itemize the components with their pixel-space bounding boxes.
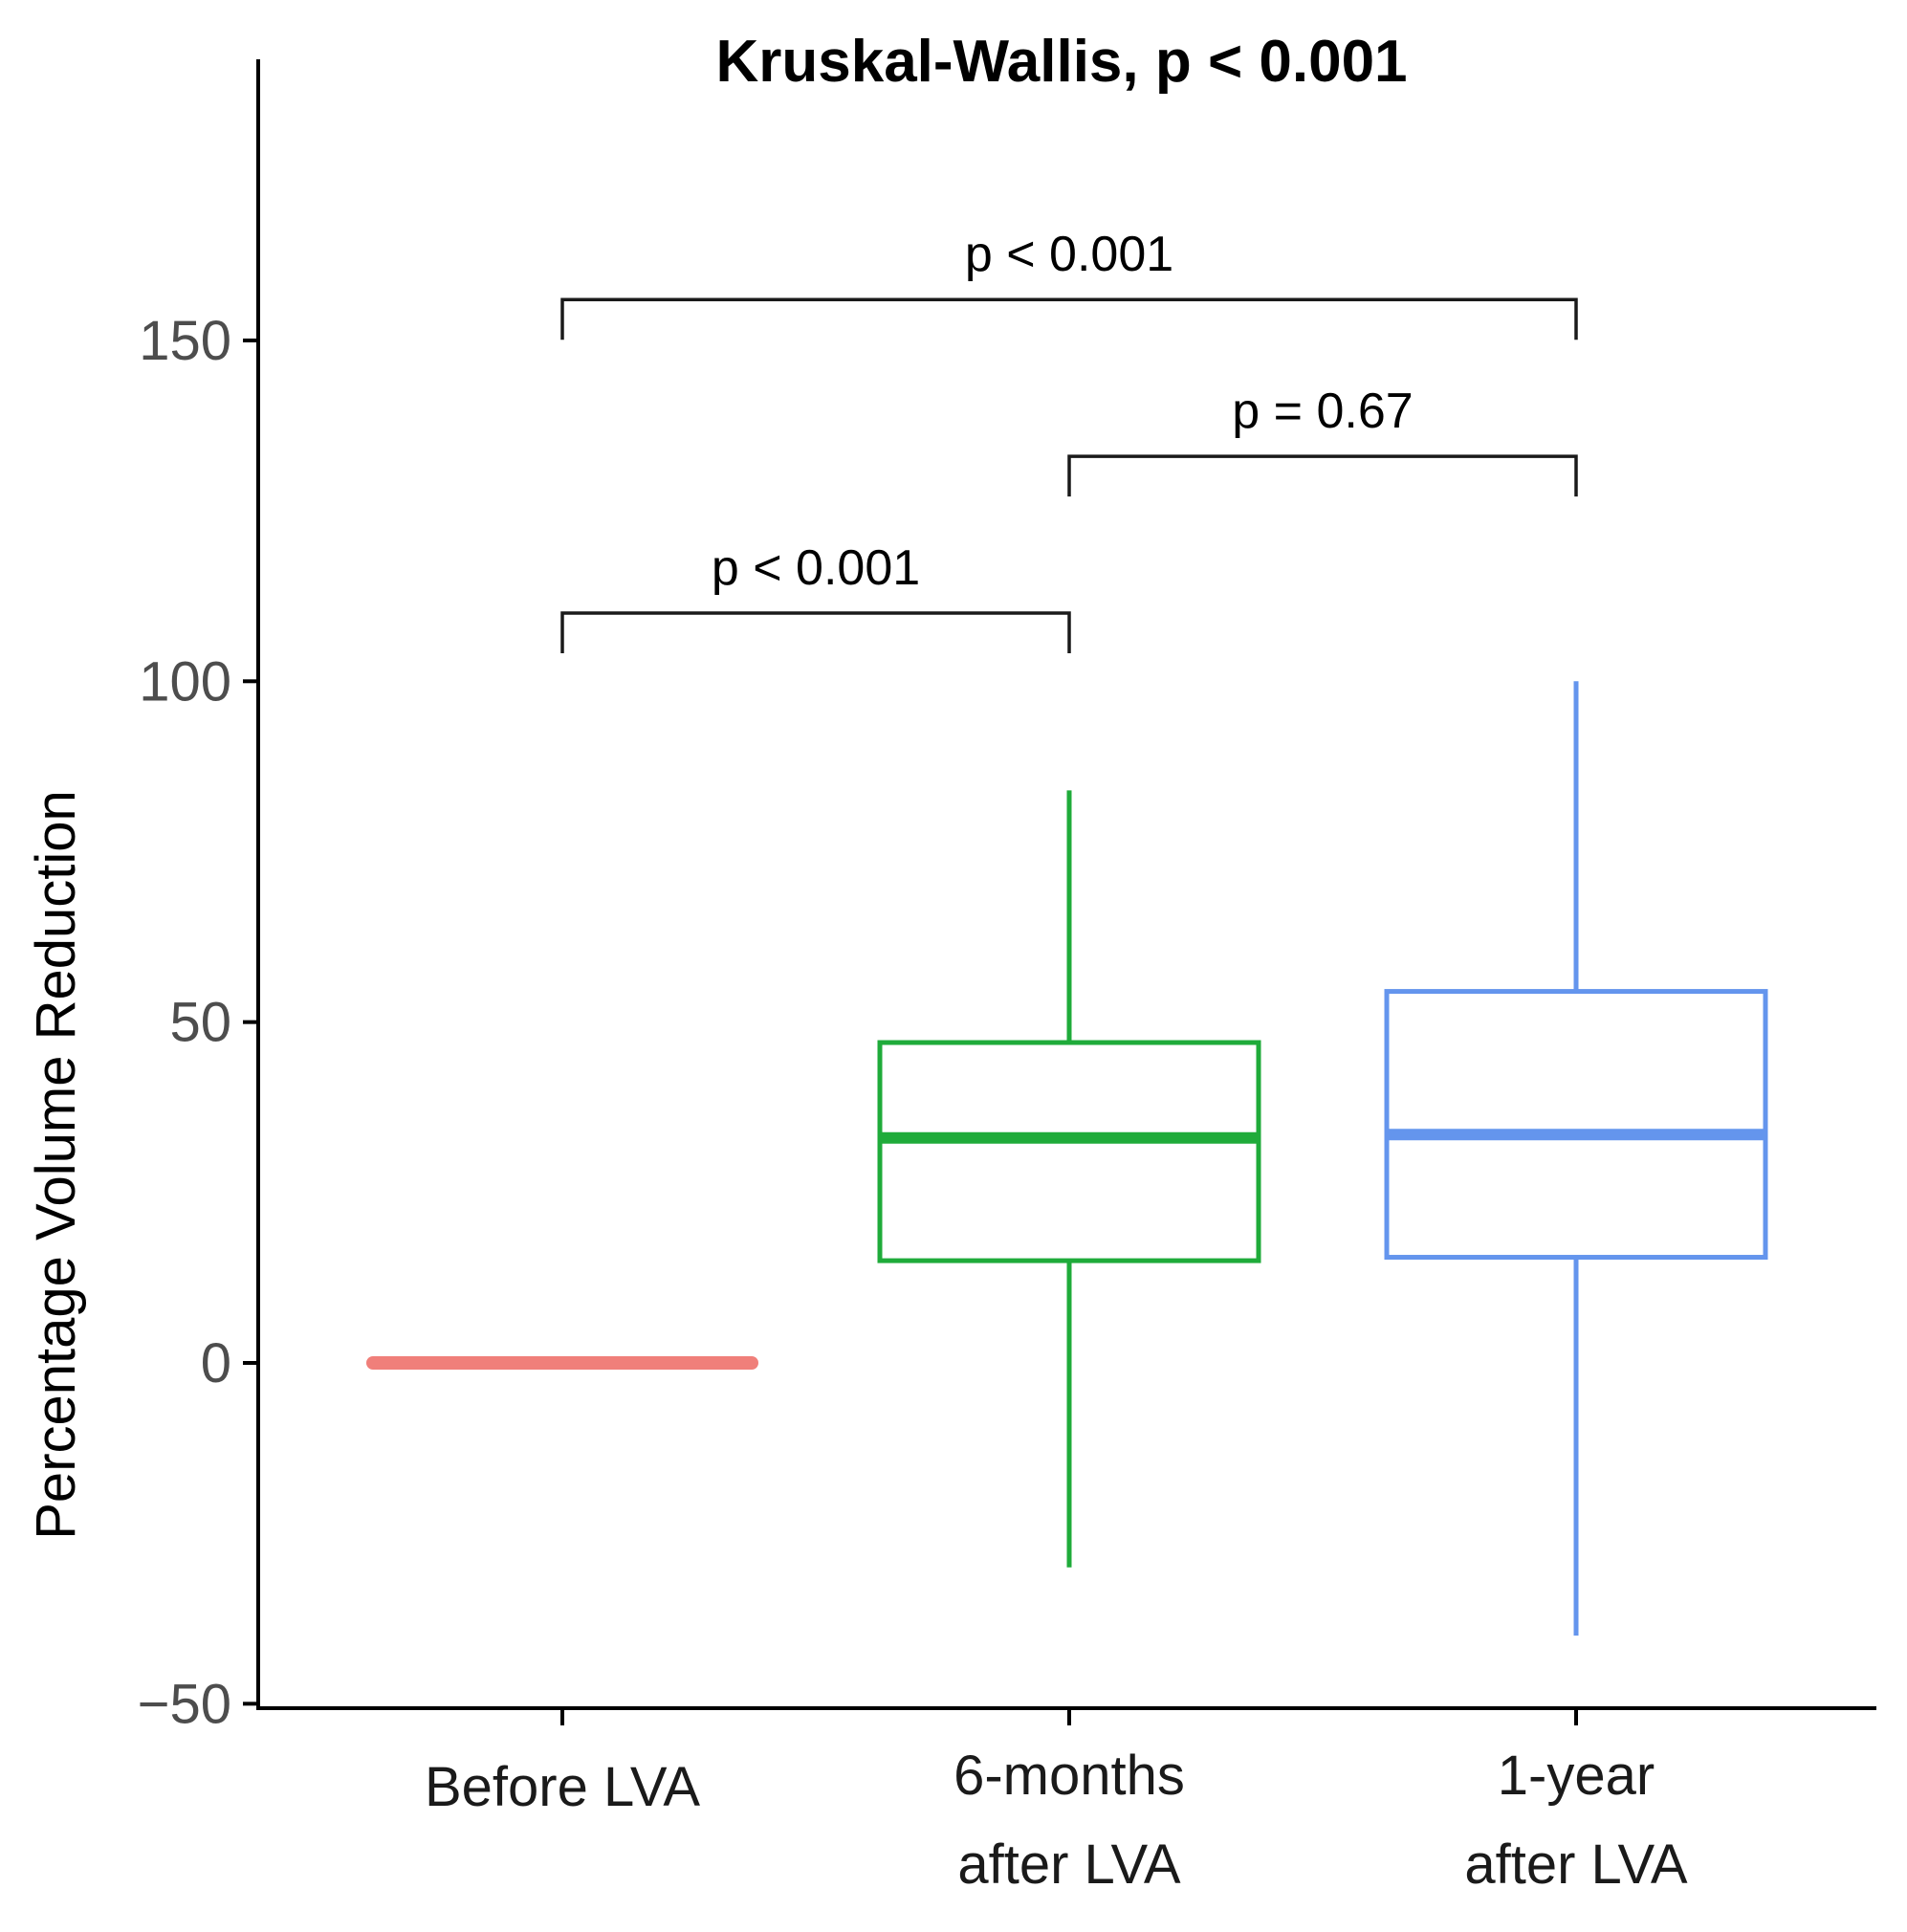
x-tick-label: Before LVA <box>425 1756 700 1818</box>
y-tick-label: 100 <box>139 650 231 713</box>
y-ticks: −50 0 50 100 150 <box>138 310 258 1735</box>
x-ticks: Before LVA 6-months after LVA 1-year after L… <box>425 1708 1688 1896</box>
x-tick-label: 6-months <box>954 1745 1185 1807</box>
box-series <box>366 681 1768 1636</box>
comparison-bracket <box>560 611 1071 654</box>
y-tick-label: 150 <box>139 310 231 372</box>
y-axis-label: Percentage Volume Reduction <box>25 790 87 1540</box>
iqr-box <box>877 1040 1261 1263</box>
comparison-p-value: p < 0.001 <box>712 540 920 596</box>
y-tick-label: 0 <box>201 1332 231 1394</box>
iqr-box <box>1384 989 1768 1261</box>
box-6-months-after-lva <box>877 790 1261 1568</box>
comparison-bracket <box>1067 454 1578 497</box>
comparison-p-value: p < 0.001 <box>965 227 1173 282</box>
axes <box>256 59 1876 1710</box>
x-tick-label: after LVA <box>957 1833 1181 1896</box>
y-tick-label: −50 <box>138 1673 231 1735</box>
y-tick-label: 50 <box>169 992 231 1054</box>
x-tick-label: 1-year <box>1498 1745 1655 1807</box>
x-tick-label: after LVA <box>1464 1833 1688 1896</box>
chart-title: Kruskal-Wallis, p < 0.001 <box>715 29 1407 95</box>
comparison-brackets: p < 0.001 p = 0.67 p < 0.001 <box>560 227 1578 654</box>
comparison-bracket <box>560 297 1578 340</box>
box-1-year-after-lva <box>1384 681 1768 1636</box>
comparison-p-value: p = 0.67 <box>1232 384 1413 439</box>
